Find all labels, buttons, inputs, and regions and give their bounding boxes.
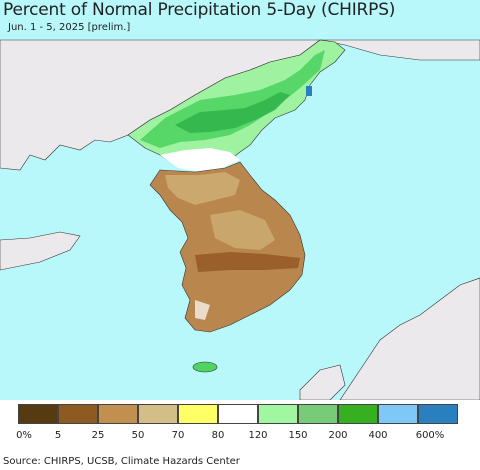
south-korea-central-patches [210, 210, 275, 250]
legend-label: 200 [328, 430, 348, 441]
south-korea-region [149, 161, 306, 333]
north-korea-southern-dry [160, 148, 240, 172]
south-korea-tan-patches [165, 172, 240, 205]
legend-swatch [98, 404, 138, 424]
legend-swatch [378, 404, 418, 424]
legend-label: 600% [415, 430, 445, 441]
legend-label: 5 [54, 430, 62, 441]
legend-label: 120 [248, 430, 268, 441]
blue-speck [306, 86, 312, 96]
japan-kyushu [299, 364, 346, 400]
legend-label: 400 [368, 430, 388, 441]
map-title: Percent of Normal Precipitation 5-Day (C… [3, 0, 396, 20]
legend-label: 50 [131, 430, 145, 441]
source-credit: Source: CHIRPS, UCSB, Climate Hazards Ce… [3, 456, 240, 467]
legend-swatch [138, 404, 178, 424]
south-korea-dark-band [195, 252, 300, 272]
legend-label: 70 [171, 430, 185, 441]
south-korea-south-white [195, 300, 210, 320]
legend-swatch [58, 404, 98, 424]
legend-swatch [258, 404, 298, 424]
legend-swatch [418, 404, 458, 424]
legend-label: 25 [91, 430, 105, 441]
map-subtitle: Jun. 1 - 5, 2025 [prelim.] [8, 22, 131, 33]
north-korea-wettest [175, 92, 290, 133]
legend-swatch [298, 404, 338, 424]
legend-swatch [178, 404, 218, 424]
legend-label: 150 [288, 430, 308, 441]
legend-swatch [338, 404, 378, 424]
legend-swatch [18, 404, 58, 424]
japan-landmass [339, 277, 480, 400]
legend-label: 0% [16, 430, 32, 441]
legend-label: 80 [211, 430, 225, 441]
precipitation-map [0, 0, 480, 400]
west-coast-land [0, 231, 81, 271]
legend-swatch [218, 404, 258, 424]
jeju-island [192, 361, 218, 373]
